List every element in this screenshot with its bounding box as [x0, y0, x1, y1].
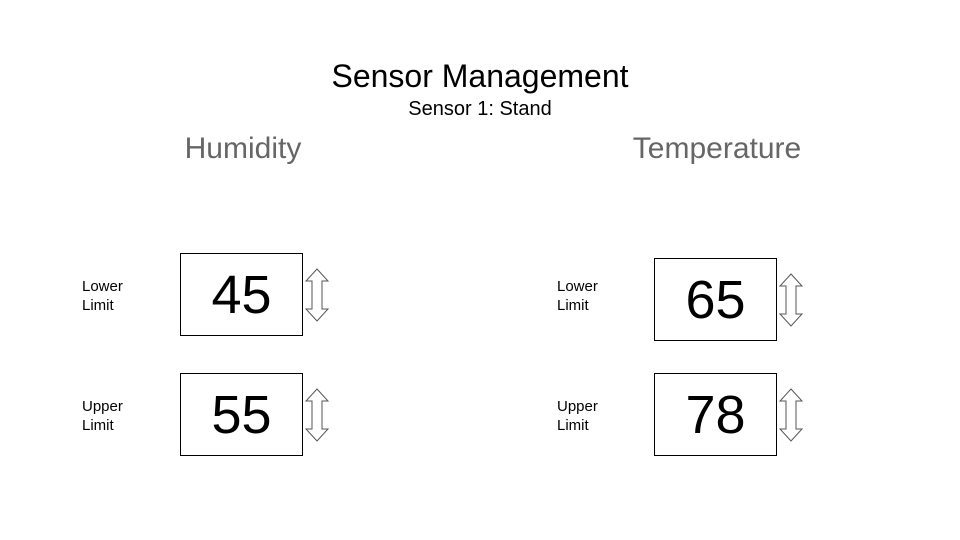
- label-line: Limit: [557, 417, 589, 434]
- label-line: Limit: [557, 297, 589, 314]
- label-line: Lower: [82, 278, 123, 295]
- up-down-arrow-icon[interactable]: [779, 388, 803, 442]
- temperature-lower-limit-label: Lower Limit: [557, 277, 627, 315]
- up-down-arrow-icon[interactable]: [305, 388, 329, 442]
- humidity-upper-limit-field[interactable]: 55: [180, 373, 303, 456]
- page-title: Sensor Management: [331, 58, 629, 94]
- humidity-upper-limit-label: Upper Limit: [82, 397, 152, 435]
- up-down-arrow-icon[interactable]: [305, 268, 329, 322]
- temperature-upper-limit-label: Upper Limit: [557, 397, 627, 435]
- up-down-arrow-icon[interactable]: [779, 273, 803, 327]
- temperature-upper-limit-field[interactable]: 78: [654, 373, 777, 456]
- temperature-title: Temperature: [632, 132, 802, 165]
- label-line: Lower: [557, 278, 598, 295]
- humidity-lower-limit-label: Lower Limit: [82, 277, 152, 315]
- label-line: Limit: [82, 417, 114, 434]
- temperature-lower-limit-field[interactable]: 65: [654, 258, 777, 341]
- label-line: Upper: [557, 398, 598, 415]
- humidity-lower-limit-field[interactable]: 45: [180, 253, 303, 336]
- label-line: Limit: [82, 297, 114, 314]
- label-line: Upper: [82, 398, 123, 415]
- sensor-subtitle: Sensor 1: Stand: [408, 98, 552, 120]
- humidity-title: Humidity: [184, 132, 302, 165]
